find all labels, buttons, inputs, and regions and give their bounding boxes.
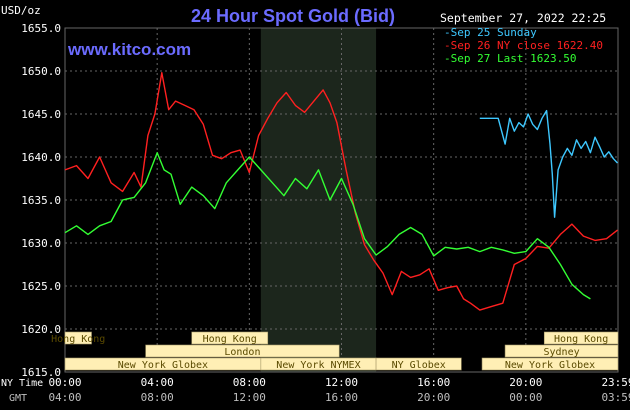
session-label: Hong Kong (51, 334, 105, 345)
x-tick-label-ny: 08:00 (233, 376, 266, 389)
x-tick-label-ny: 20:00 (509, 376, 542, 389)
x-tick-label-gmt: 04:00 (48, 391, 81, 404)
nymex-shaded-period (260, 28, 377, 372)
y-tick-label: 1645.0 (21, 108, 61, 121)
session-bar (504, 344, 619, 358)
x-tick-label-ny: 12:00 (325, 376, 358, 389)
legend-entry: -Sep 27 Last 1623.50 (444, 52, 576, 65)
x-tick-label-gmt: 00:00 (509, 391, 542, 404)
series-line (64, 151, 591, 300)
x-axis-labels: 00:00 04:00 04:00 08:00 08:00 12:00 12:00 16:00… (48, 376, 630, 404)
session-bar (64, 331, 92, 345)
timestamp: September 27, 2022 22:25 (440, 11, 606, 25)
grid (64, 27, 619, 373)
session-label: NY Globex (392, 360, 446, 371)
session-bar (145, 344, 340, 358)
y-tick-label: 1650.0 (21, 65, 61, 78)
y-tick-label: 1620.0 (21, 323, 61, 336)
legend-entry: -Sep 26 NY close 1622.40 (444, 39, 603, 52)
y-axis-ticks: 1615.0 1620.0 1625.0 1630.0 1635.0 1640.0 1645… (21, 22, 61, 379)
legend: -Sep 25 Sunday-Sep 26 NY close 1622.40-S… (444, 26, 603, 65)
x-tick-label-gmt: 20:00 (417, 391, 450, 404)
session-label: Hong Kong (554, 334, 608, 345)
session-bar (375, 357, 462, 371)
session-label: London (224, 347, 260, 358)
session-bar (191, 331, 269, 345)
plot-frame (64, 27, 619, 373)
session-label: Sydney (543, 347, 579, 358)
x-tick-label-gmt: 08:00 (141, 391, 174, 404)
units-label: USD/oz (1, 4, 41, 17)
x-tick-label-ny: 16:00 (417, 376, 450, 389)
x-tick-label-gmt: 12:00 (233, 391, 266, 404)
chart-title: 24 Hour Spot Gold (Bid) (191, 6, 395, 26)
legend-entry: -Sep 25 Sunday (444, 26, 537, 39)
session-bar (543, 331, 619, 345)
x-tick-label-ny: 04:00 (141, 376, 174, 389)
session-label: New York Globex (505, 360, 595, 371)
watermark: www.kitco.com (67, 40, 191, 59)
session-label: New York Globex (118, 360, 208, 371)
session-label: New York NYMEX (276, 360, 360, 371)
gmt-row-label: GMT (9, 393, 27, 404)
x-tick-label-ny: 00:00 (48, 376, 81, 389)
series-line (64, 71, 618, 311)
y-tick-label: 1615.0 (21, 366, 61, 379)
series-line (479, 109, 619, 218)
session-label: Hong Kong (203, 334, 257, 345)
y-tick-label: 1640.0 (21, 151, 61, 164)
session-bar (481, 357, 619, 371)
x-tick-label-ny: 23:59 (601, 376, 630, 389)
y-tick-label: 1655.0 (21, 22, 61, 35)
ny-time-row-label: NY Time (1, 378, 43, 389)
x-tick-label-gmt: 16:00 (325, 391, 358, 404)
session-bars: Hong Kong Hong Kong London New York Globex N… (51, 331, 619, 371)
y-tick-label: 1630.0 (21, 237, 61, 250)
y-tick-label: 1635.0 (21, 194, 61, 207)
x-tick-label-gmt: 03:59 (601, 391, 630, 404)
series-lines (64, 71, 619, 311)
y-tick-label: 1625.0 (21, 280, 61, 293)
